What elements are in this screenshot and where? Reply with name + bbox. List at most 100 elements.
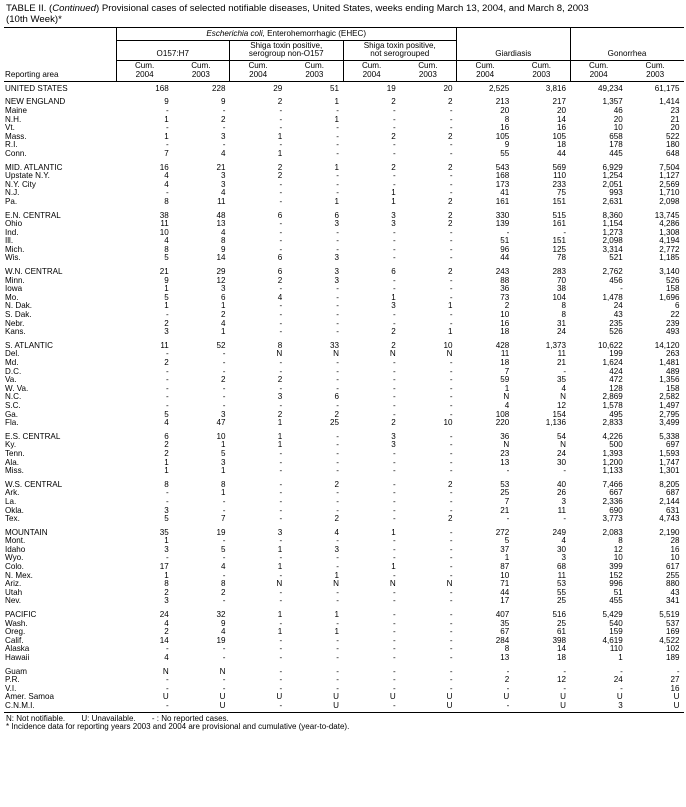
reporting-area-cell: D.C. <box>5 366 22 376</box>
value-cell: 1 <box>164 284 169 294</box>
value-cell: 2 <box>164 448 169 458</box>
value-cell: U <box>172 701 230 713</box>
value-cell: 516 <box>552 610 567 620</box>
value-cell: 2 <box>391 418 396 428</box>
value-cell: 9 <box>504 140 510 150</box>
value-cell: 2,795 <box>659 409 680 419</box>
value-cell: 1,481 <box>659 358 680 367</box>
value-cell: - <box>393 644 396 654</box>
value-cell: 217 <box>552 97 567 107</box>
value-cell: 20 <box>500 105 510 115</box>
reporting-area-cell: Miss. <box>5 466 24 476</box>
value-cell: - <box>336 171 339 181</box>
value-cell: 125 <box>552 244 567 254</box>
value-cell: 16 <box>557 123 567 133</box>
value-cell: - <box>449 527 453 537</box>
value-cell: - <box>336 383 339 393</box>
value-cell: 10 <box>443 340 453 350</box>
value-cell: 1,154 <box>602 219 623 229</box>
value-cell: 526 <box>666 275 680 285</box>
table-row: Tenn. 2 5 - - - - 23 24 1,393 1,593 <box>4 448 684 459</box>
value-cell: U <box>626 701 684 713</box>
value-cell: 1 <box>277 148 283 158</box>
value-cell: 3,314 <box>602 244 623 254</box>
value-cell: 12 <box>216 275 226 285</box>
value-cell: - <box>166 644 169 654</box>
value-cell: - <box>279 284 283 294</box>
table-row: N. Dak. 1 1 - - 3 1 2 8 24 6 <box>4 302 684 311</box>
value-cell: 687 <box>666 488 680 498</box>
value-cell: 228 <box>211 83 226 93</box>
value-cell: - <box>279 457 283 467</box>
value-cell: - <box>449 140 453 150</box>
reporting-area-cell: W.S. CENTRAL <box>5 479 63 489</box>
value-cell: 1 <box>164 457 169 467</box>
value-cell: 10 <box>500 570 510 580</box>
not-serogrouped-header: Shiga toxin positive, not serogrouped <box>342 40 457 62</box>
value-cell: - <box>449 488 453 498</box>
reporting-area-cell: Ark. <box>5 488 20 498</box>
value-cell: - <box>336 284 339 294</box>
value-cell: 13,745 <box>654 210 680 220</box>
value-cell: - <box>279 596 283 606</box>
value-cell: 10 <box>159 227 169 237</box>
value-cell: 24 <box>557 448 567 458</box>
value-cell: - <box>449 635 453 645</box>
value-cell: - <box>449 409 453 419</box>
value-cell: 173 <box>495 179 510 189</box>
value-cell: 2 <box>448 97 453 107</box>
value-cell: 26 <box>557 488 567 498</box>
value-cell: - <box>393 666 396 676</box>
value-cell: - <box>393 610 396 620</box>
value-cell: 4 <box>504 400 510 410</box>
value-cell: - <box>336 675 339 685</box>
value-cell: - <box>393 496 396 506</box>
value-cell: 10 <box>443 418 453 428</box>
value-cell: 4 <box>164 618 169 628</box>
non-o157-header: Shiga toxin positive, serogroup non-O157 <box>229 40 343 62</box>
value-cell: 996 <box>609 579 623 589</box>
value-cell: 43 <box>613 310 623 320</box>
value-cell: - <box>222 140 226 150</box>
value-cell: - <box>166 488 169 498</box>
value-cell: - <box>449 644 453 654</box>
table-row: Ariz. 8 8 N N N N 71 53 996 880 <box>4 580 684 589</box>
table-row: Fla. 4 47 1 25 2 10 220 1,136 2,833 3,499 <box>4 419 684 428</box>
value-cell: 19 <box>216 527 226 537</box>
value-cell: 168 <box>495 171 510 181</box>
reporting-area-cell: Ind. <box>5 227 19 237</box>
value-cell: - <box>336 644 339 654</box>
value-cell: 53 <box>500 479 510 489</box>
value-cell: N <box>389 579 396 589</box>
value-cell: - <box>393 683 396 693</box>
value-cell: 1,696 <box>659 292 680 302</box>
value-cell: - <box>336 292 339 302</box>
value-cell: - <box>279 188 283 198</box>
value-cell: 2 <box>220 375 226 385</box>
value-cell: - <box>279 219 283 229</box>
value-cell: 690 <box>609 505 623 515</box>
value-cell: - <box>393 310 396 320</box>
value-cell: 1,308 <box>659 227 680 237</box>
value-cell: 1 <box>334 97 339 107</box>
value-cell: 3 <box>570 701 627 713</box>
value-cell: 8 <box>220 236 226 246</box>
value-cell: - <box>116 701 173 713</box>
value-cell: 1 <box>277 562 283 572</box>
value-cell: - <box>222 400 226 410</box>
value-cell: 5,429 <box>602 610 623 620</box>
value-cell: - <box>449 123 453 133</box>
value-cell: 6 <box>277 267 283 277</box>
value-cell: - <box>166 553 169 563</box>
value-cell: - <box>449 440 453 450</box>
value-cell: - <box>336 375 339 385</box>
reporting-area-cell: S.C. <box>5 400 21 410</box>
value-cell: - <box>449 318 453 328</box>
value-cell: - <box>336 188 339 198</box>
value-cell: - <box>279 644 283 654</box>
value-cell: 152 <box>609 570 623 580</box>
value-cell: - <box>449 683 453 693</box>
value-cell: - <box>279 310 283 320</box>
value-cell: 51 <box>613 587 623 597</box>
value-cell: 1,356 <box>659 375 680 385</box>
